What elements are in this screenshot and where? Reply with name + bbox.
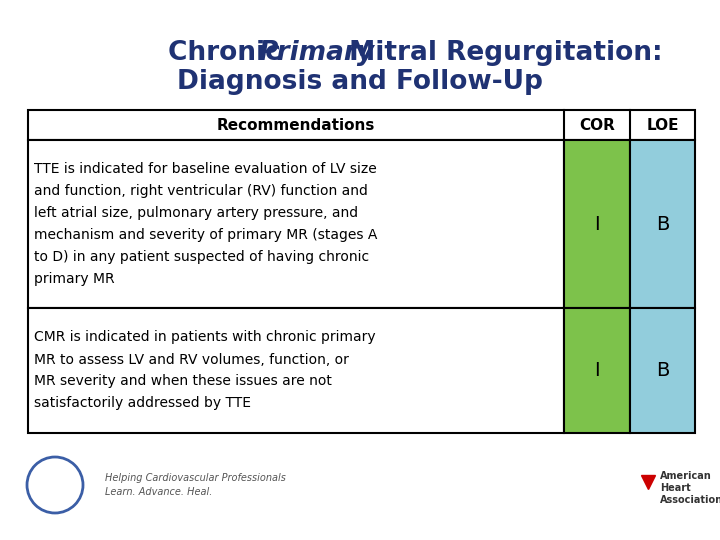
Text: Learn. Advance. Heal.: Learn. Advance. Heal. (105, 487, 212, 497)
Text: LOE: LOE (647, 118, 679, 132)
Text: Helping Cardiovascular Professionals: Helping Cardiovascular Professionals (105, 473, 286, 483)
Text: B: B (656, 214, 669, 233)
Text: Mitral Regurgitation:: Mitral Regurgitation: (341, 40, 663, 66)
Text: satisfactorily addressed by TTE: satisfactorily addressed by TTE (34, 396, 251, 410)
Text: TTE is indicated for baseline evaluation of LV size: TTE is indicated for baseline evaluation… (34, 162, 377, 176)
Text: and function, right ventricular (RV) function and: and function, right ventricular (RV) fun… (34, 184, 368, 198)
Text: CMR is indicated in patients with chronic primary: CMR is indicated in patients with chroni… (34, 330, 376, 345)
Text: I: I (594, 214, 600, 233)
Text: I: I (594, 361, 600, 380)
Text: COR: COR (579, 118, 615, 132)
Text: to D) in any patient suspected of having chronic: to D) in any patient suspected of having… (34, 250, 369, 264)
Text: MR to assess LV and RV volumes, function, or: MR to assess LV and RV volumes, function… (34, 353, 349, 367)
Bar (28, 140, 564, 308)
Text: American
Heart
Association®: American Heart Association® (660, 471, 720, 504)
Text: Chronic: Chronic (168, 40, 289, 66)
Bar (28, 110, 695, 140)
Bar (630, 140, 695, 308)
Text: left atrial size, pulmonary artery pressure, and: left atrial size, pulmonary artery press… (34, 206, 358, 220)
Text: Primary: Primary (258, 40, 374, 66)
Text: Diagnosis and Follow-Up: Diagnosis and Follow-Up (177, 69, 543, 95)
Text: MR severity and when these issues are not: MR severity and when these issues are no… (34, 375, 332, 388)
Bar (564, 140, 630, 308)
Text: Recommendations: Recommendations (217, 118, 375, 132)
Bar (564, 308, 630, 433)
Text: B: B (656, 361, 669, 380)
Text: primary MR: primary MR (34, 272, 114, 286)
Text: mechanism and severity of primary MR (stages A: mechanism and severity of primary MR (st… (34, 228, 377, 242)
Bar (28, 308, 564, 433)
Bar (630, 308, 695, 433)
